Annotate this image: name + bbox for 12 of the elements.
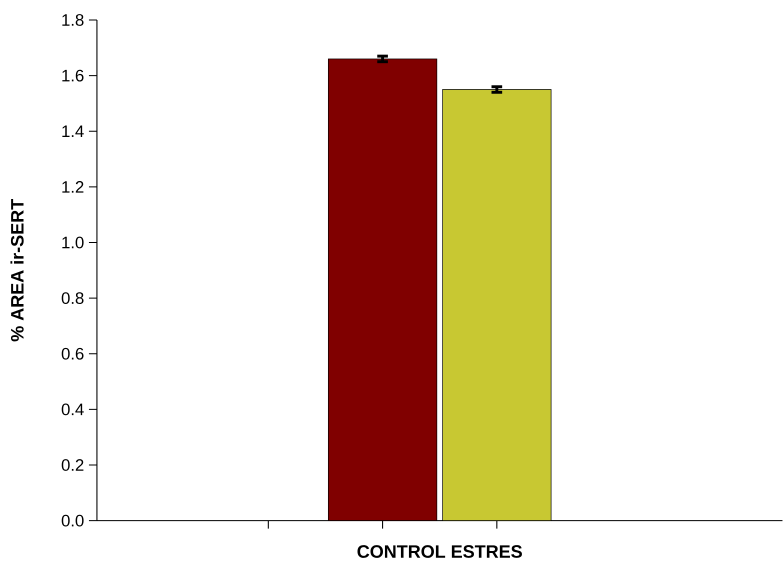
y-tick-label: 1.6 (62, 70, 84, 82)
y-tick-label: 1.8 (62, 14, 84, 26)
y-tick-label: 0.4 (62, 404, 84, 416)
y-tick-label: 0.6 (62, 348, 84, 360)
y-tick-label: 0.0 (62, 514, 84, 527)
y-tick-label: 1.4 (62, 126, 84, 138)
y-tick-label: 0.2 (62, 459, 84, 472)
y-axis-title: % AREA ir-SERT (10, 199, 24, 342)
y-tick-label: 1.2 (62, 181, 84, 193)
y-tick-label: 0.8 (62, 292, 84, 304)
x-axis-title: CONTROL ESTRES (357, 545, 522, 558)
y-tick-label: 1.0 (62, 236, 84, 249)
